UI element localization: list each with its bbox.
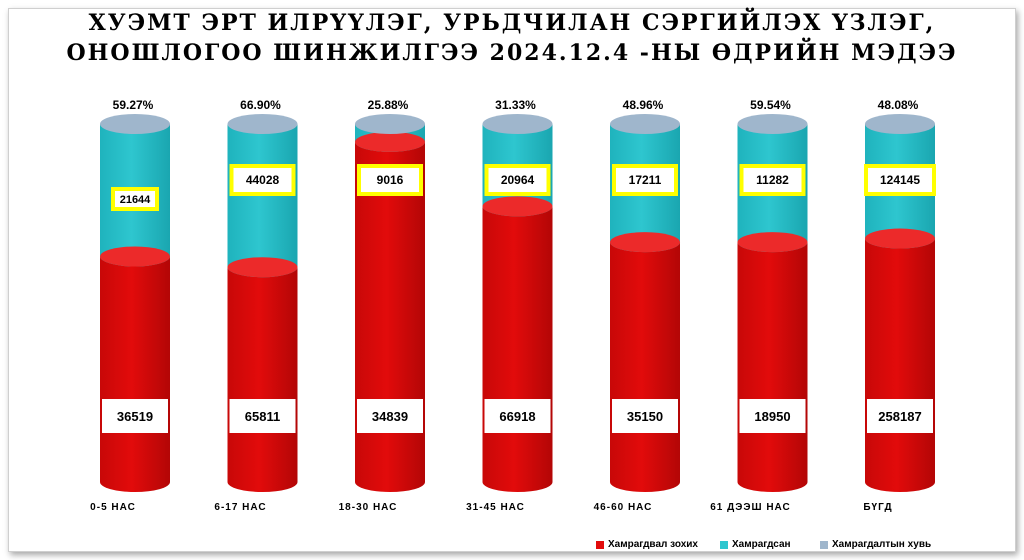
data-label-covered: 20964 xyxy=(501,173,535,187)
data-label-rate: 48.96% xyxy=(623,98,664,112)
bar-remaining-cap xyxy=(865,228,935,249)
data-label-remaining: 36519 xyxy=(117,409,153,424)
data-label-remaining-box xyxy=(484,399,551,433)
data-label-covered: 44028 xyxy=(246,173,280,187)
data-label-remaining: 34839 xyxy=(372,409,408,424)
data-label-rate: 66.90% xyxy=(240,98,281,112)
bar-top-cap xyxy=(355,114,425,134)
data-label-remaining: 65811 xyxy=(245,409,280,424)
data-label-covered: 11282 xyxy=(756,173,789,187)
data-label-covered: 9016 xyxy=(377,173,404,187)
bar-remaining xyxy=(100,256,170,492)
category-tick-label: 46-60 НАС xyxy=(594,502,653,513)
bar-top-cap xyxy=(737,114,808,134)
data-label-covered: 17211 xyxy=(629,173,662,187)
data-label-covered-box xyxy=(357,164,423,196)
bar-remaining xyxy=(610,242,680,492)
data-label-remaining-box xyxy=(229,399,296,433)
category-tick-label: БҮГД xyxy=(863,502,892,513)
legend-item-covered: Хамрагдсан xyxy=(720,539,791,550)
data-label-covered: 124145 xyxy=(880,173,920,187)
data-label-remaining-box xyxy=(867,399,933,433)
legend-item-rate: Хамрагдалтын хувь xyxy=(820,539,931,550)
data-label-rate: 59.27% xyxy=(113,98,154,112)
legend-label-covered: Хамрагдсан xyxy=(732,539,791,550)
data-label-rate: 59.54% xyxy=(750,98,791,112)
bar-remaining-cap xyxy=(737,232,808,253)
bar-remaining-cap xyxy=(100,246,170,267)
data-label-covered-box xyxy=(864,164,936,196)
data-label-remaining-box xyxy=(102,399,168,433)
data-label-covered-box xyxy=(229,164,296,196)
bar-top-cap xyxy=(482,114,553,134)
bar-remaining-cap xyxy=(355,131,425,152)
data-label-remaining: 66918 xyxy=(499,409,535,424)
category-tick-label: 18-30 НАС xyxy=(339,502,398,513)
chart-title-line1: ХУЭМТ ЭРТ ИЛРҮҮЛЭГ, УРЬДЧИЛАН СЭРГИЙЛЭХ … xyxy=(88,10,936,36)
chart-title-line2: ОНОШЛОГОО ШИНЖИЛГЭЭ 2024.12.4 -НЫ ӨДРИЙН… xyxy=(66,40,958,66)
data-label-remaining-box xyxy=(739,399,806,433)
legend-swatch-covered xyxy=(720,540,728,549)
bar-top-cap xyxy=(610,114,680,134)
data-label-covered-box xyxy=(111,187,159,211)
chart-title: ХУЭМТ ЭРТ ИЛРҮҮЛЭГ, УРЬДЧИЛАН СЭРГИЙЛЭХ … xyxy=(0,8,1024,68)
bar-remaining xyxy=(737,242,808,492)
category-tick-label: 6-17 НАС xyxy=(214,502,266,513)
category-tick-label: 0-5 НАС xyxy=(90,502,136,513)
legend-label-rate: Хамрагдалтын хувь xyxy=(832,539,932,550)
bar-remaining xyxy=(227,267,298,492)
data-label-covered-box xyxy=(484,164,551,196)
data-label-rate: 25.88% xyxy=(368,98,409,112)
data-label-remaining: 258187 xyxy=(878,409,921,424)
data-label-covered-box xyxy=(739,164,806,196)
bar-remaining-cap xyxy=(227,257,298,278)
data-label-remaining-box xyxy=(357,399,423,433)
bar-top-cap xyxy=(227,114,298,134)
bar-covered xyxy=(227,124,298,278)
bar-remaining xyxy=(482,206,553,492)
category-tick-label: 31-45 НАС xyxy=(466,502,525,513)
data-label-covered-box xyxy=(612,164,678,196)
legend-item-remaining: Хамрагдвал зохих xyxy=(596,539,698,550)
data-label-remaining: 35150 xyxy=(627,409,663,424)
legend-swatch-rate xyxy=(820,540,828,549)
bar-remaining xyxy=(865,238,935,492)
data-label-rate: 31.33% xyxy=(495,98,536,112)
bar-remaining-cap xyxy=(482,196,553,217)
category-tick-label: 61 ДЭЭШ НАС xyxy=(710,502,791,513)
data-label-remaining: 18950 xyxy=(754,409,790,424)
data-label-remaining-box xyxy=(612,399,678,433)
bar-top-cap xyxy=(100,114,170,134)
data-label-rate: 48.08% xyxy=(878,98,919,112)
legend-label-remaining: Хамрагдвал зохих xyxy=(608,539,698,550)
legend-swatch-remaining xyxy=(596,540,604,549)
data-label-covered: 21644 xyxy=(120,194,151,206)
bar-top-cap xyxy=(865,114,935,134)
bar-remaining-cap xyxy=(610,232,680,253)
